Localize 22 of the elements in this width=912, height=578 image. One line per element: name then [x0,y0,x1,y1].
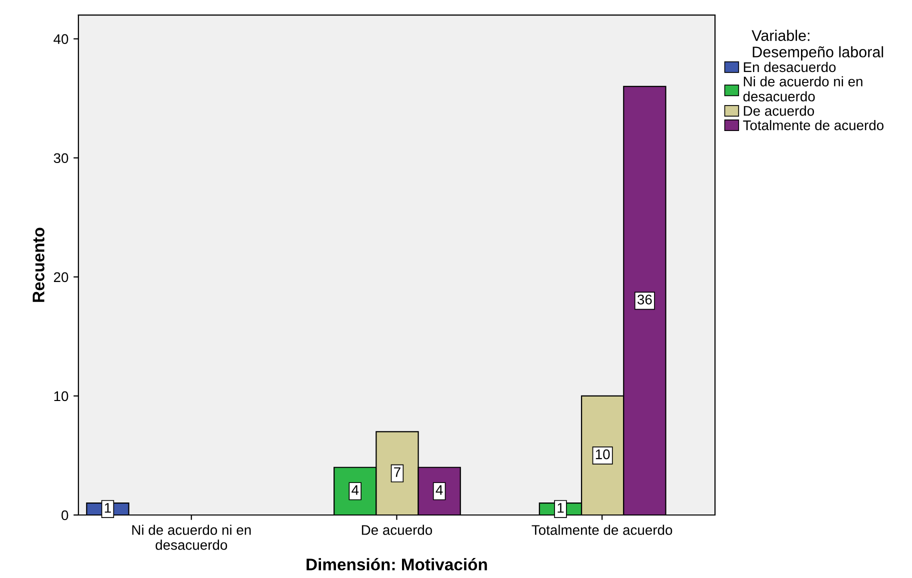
data-label: 4 [436,485,443,495]
y-tick-label: 30 [54,153,68,164]
y-tick-label: 40 [54,34,68,44]
x-axis-title: Dimensión: Motivación [306,558,487,570]
data-label: 1 [104,503,111,513]
y-axis-title: Recuento [32,228,44,302]
legend-label: En desacuerdo [744,62,836,72]
y-tick-label: 0 [62,510,68,520]
data-label: 4 [352,485,359,495]
legend-label: De acuerdo [744,106,814,116]
legend-label: Ni de acuerdo ni en desacuerdo [743,76,862,102]
data-label: 36 [637,294,652,304]
x-tick-label: Ni de acuerdo ni en desacuerdo [132,524,251,550]
x-tick-label: Totalmente de acuerdo [532,524,672,535]
data-label: 7 [394,467,400,477]
y-tick-label: 20 [54,272,68,282]
legend-label: Totalmente de acuerdo [743,120,884,130]
data-label: 1 [558,503,564,513]
y-tick-label: 10 [54,391,68,402]
data-label: 10 [596,449,610,460]
x-tick-label: De acuerdo [362,524,432,535]
legend-title: Variable: Desempeño laboral [752,30,884,60]
